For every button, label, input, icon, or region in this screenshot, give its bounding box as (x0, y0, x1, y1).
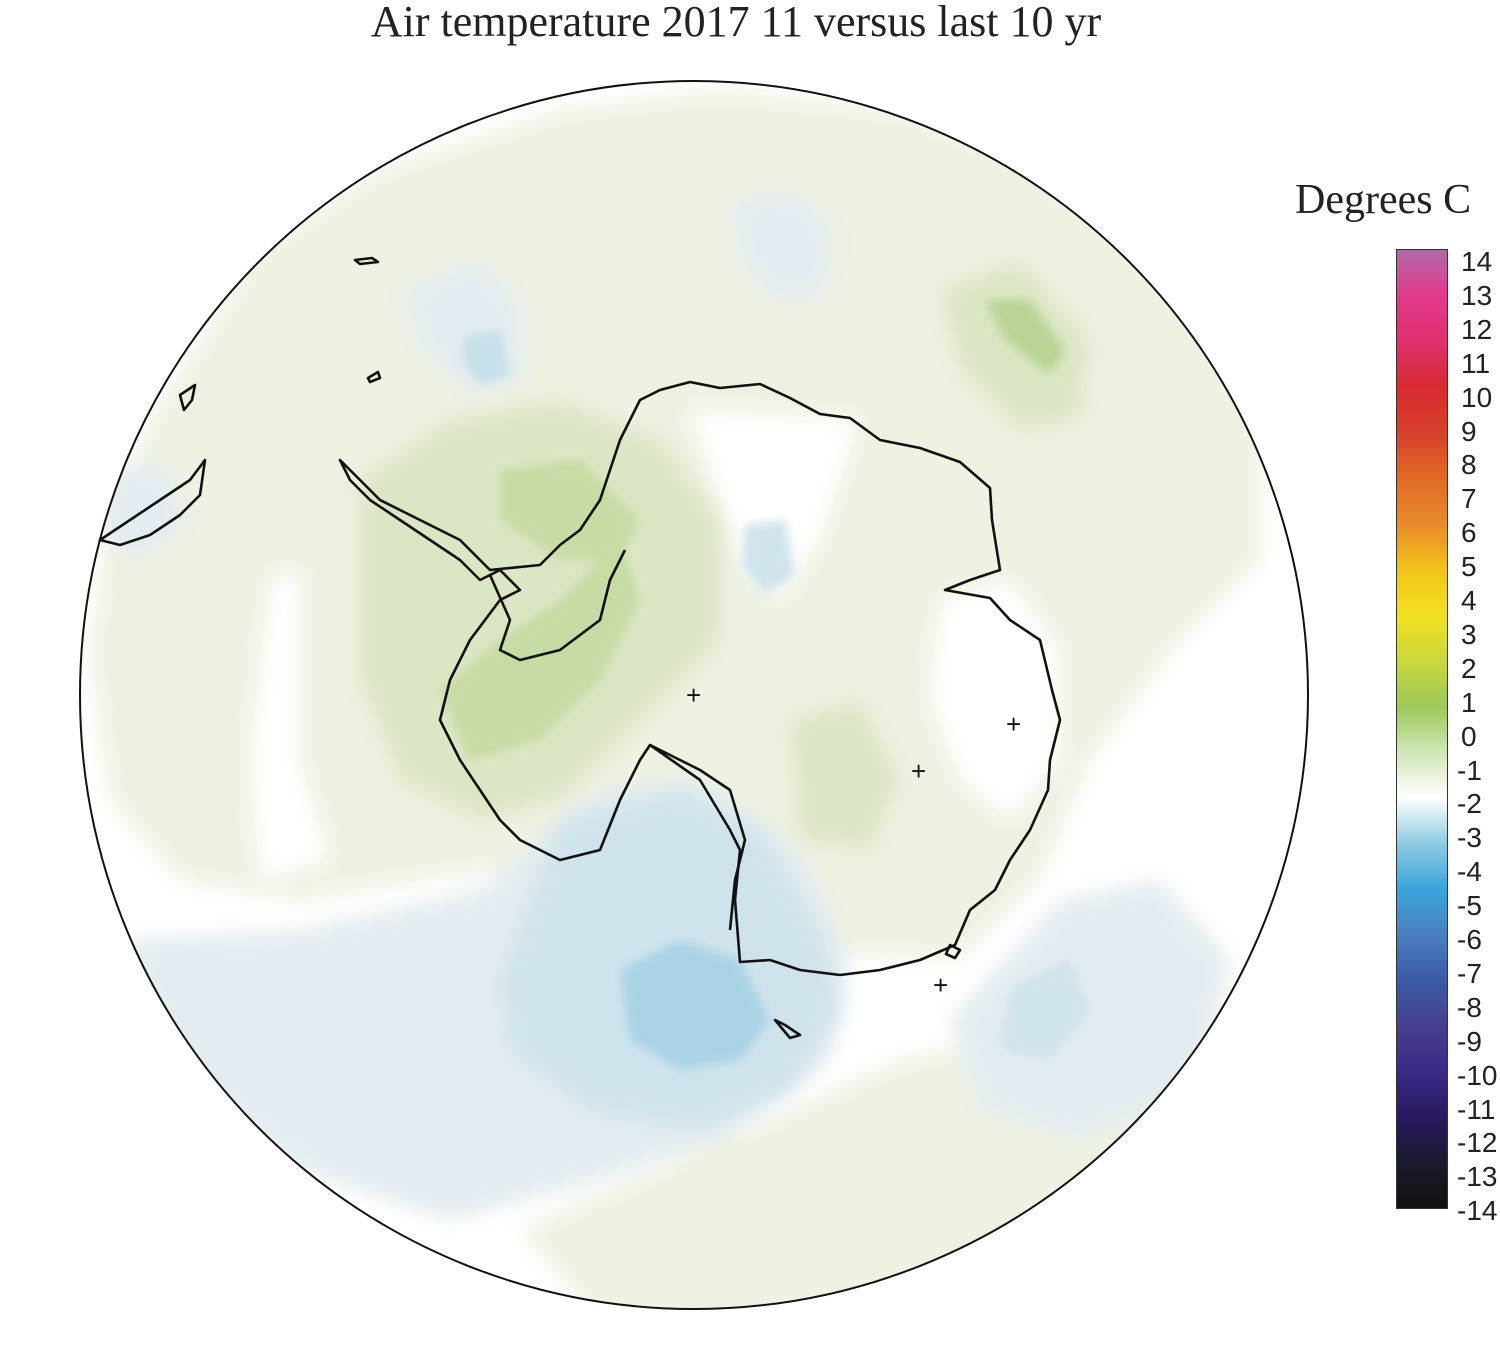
colorbar-tick-label: -1 (1457, 754, 1482, 786)
cold-spot-east (1000, 960, 1090, 1060)
colorbar-tick-label: 0 (1461, 720, 1477, 752)
warm-core-interior (790, 700, 900, 850)
colorbar-tick-label: 9 (1461, 415, 1477, 447)
colorbar-tick-label: 12 (1461, 313, 1493, 345)
neutral-interior-north (690, 410, 860, 600)
colorbar-tick-label: 13 (1461, 279, 1493, 311)
island-small-5 (944, 943, 962, 960)
colorbar-tick-label: 2 (1461, 652, 1477, 684)
colorbar-tick-label: -7 (1457, 957, 1482, 989)
coastline (98, 256, 1062, 1040)
colorbar-tick-label: -9 (1457, 1025, 1482, 1057)
colorbar-tick-label: -3 (1457, 822, 1482, 854)
antarctica-coastline (338, 380, 1062, 977)
island-small-2 (366, 370, 382, 384)
legend-title: Degrees C (1295, 177, 1472, 223)
colorbar-tick-label: -2 (1457, 788, 1482, 820)
colorbar-tick-label: 11 (1461, 347, 1491, 379)
colorbar-tick-label: -11 (1457, 1093, 1496, 1125)
cool-region-north (730, 190, 840, 300)
plus-marker: + (911, 756, 926, 786)
ronne-ice-shelf-edge (488, 549, 627, 662)
island-small-3 (178, 383, 197, 412)
colorbar-tick-label: 4 (1461, 585, 1477, 616)
plus-marker: + (933, 970, 948, 1000)
map-title: Air temperature 2017 11 versus last 10 y… (370, 0, 1102, 46)
island-small-1 (353, 256, 380, 266)
neutral-band-west (250, 570, 330, 880)
colorbar-tick-label: -10 (1457, 1059, 1498, 1091)
colorbar-tick-label: -4 (1457, 856, 1482, 888)
map-boundary (79, 80, 1309, 1310)
cold-spot-interior (742, 520, 795, 595)
ross-ice-shelf-edge (649, 743, 747, 931)
colorbar (1396, 249, 1448, 1209)
colorbar-tick-label: -6 (1457, 924, 1482, 955)
island-small-4 (773, 1018, 802, 1040)
plus-marker: + (1006, 709, 1021, 739)
colorbar-tick-label: -14 (1457, 1195, 1498, 1227)
colorbar-tick-label: 3 (1461, 618, 1477, 650)
plus-markers: + + + + (686, 680, 1021, 1000)
colorbar-tick-label: -8 (1457, 991, 1482, 1023)
cold-max-ross (620, 940, 770, 1070)
colorbar-tick-label: -13 (1457, 1161, 1498, 1193)
south-america-tip (98, 458, 207, 547)
warm-core-peninsula (360, 400, 720, 820)
plus-marker: + (686, 680, 701, 710)
colorbar-tick-label: 1 (1461, 686, 1477, 718)
colorbar-tick-label: -12 (1457, 1127, 1498, 1159)
neutral-interior-east (930, 580, 1060, 820)
warm-max-northeast (985, 300, 1065, 375)
colorbar-tick-label: 14 (1461, 246, 1493, 277)
warm-max-peninsula (440, 540, 640, 760)
colorbar-tick-label: 6 (1461, 517, 1477, 549)
colorbar-tick-label: -5 (1457, 890, 1482, 922)
anomaly-field (80, 81, 1308, 1309)
colorbar-tick-label: 7 (1461, 483, 1477, 515)
colorbar-tick-label: 10 (1461, 381, 1493, 413)
colorbar-tick-label: 8 (1461, 449, 1477, 481)
cold-spot-northwest (462, 330, 510, 385)
colorbar-tick-label: 5 (1461, 551, 1477, 583)
